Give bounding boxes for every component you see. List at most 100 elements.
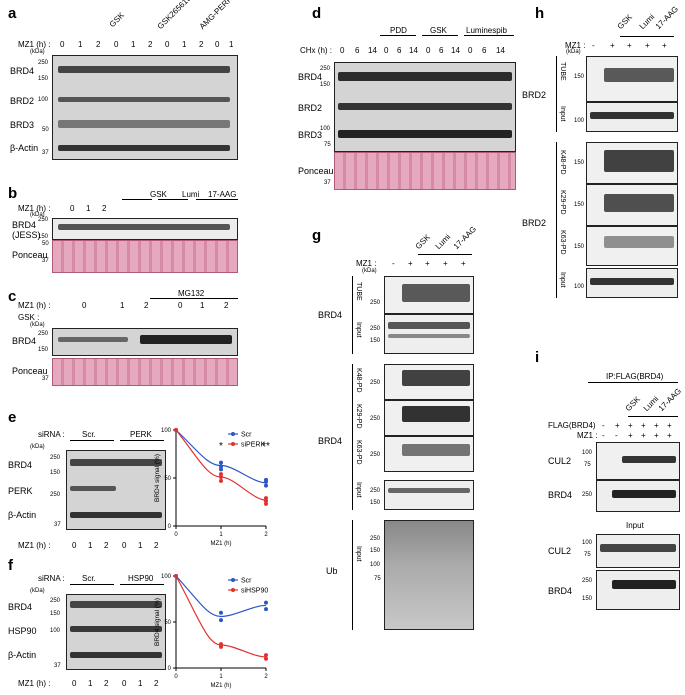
f-kda: (kDa) (30, 588, 45, 594)
g-m250b: 250 (370, 326, 381, 332)
g-ub-smear (384, 520, 474, 630)
i-m5: + (654, 431, 659, 440)
a-t2b: 2 (148, 40, 153, 49)
h-mz1-label: MZ1 : (565, 41, 586, 50)
i-17aag: 17-AAG (656, 386, 684, 413)
f-line-0 (175, 575, 267, 618)
f-point-1-1 (219, 642, 223, 647)
h-m150d: 150 (574, 244, 585, 250)
f-mz1-label: MZ1 (h) : (18, 679, 51, 688)
f-actin-label: β-Actin (8, 650, 37, 660)
g-input2-label: Input (355, 482, 362, 498)
c-t1b: 1 (200, 301, 205, 310)
h-line-treat (620, 36, 674, 37)
c-line-mg132 (150, 298, 238, 299)
h-brd2-label-1: BRD2 (522, 90, 547, 100)
g-bracket-1 (352, 276, 353, 354)
i-m250b: 250 (582, 578, 593, 584)
e-chart: 0 50 100 0 1 2 MZ1 (h) BRD4 signal (%) Scr siPERK… (154, 428, 270, 547)
e-point-1-3 (264, 501, 268, 506)
i-brd4-input-label: BRD4 (548, 586, 573, 596)
i-m1: - (602, 431, 605, 440)
h-input-band (590, 112, 674, 119)
g-k29-band (402, 406, 470, 422)
a-brd3-label: BRD3 (10, 120, 35, 130)
g-gsk: GSK (413, 232, 432, 251)
i-f1: - (602, 421, 605, 430)
e-scr: Scr. (82, 430, 96, 439)
i-f5: + (654, 421, 659, 430)
f-point-1-0 (219, 644, 223, 649)
a-m37: 37 (42, 150, 49, 156)
b-brd4-band (58, 224, 230, 230)
d-t6d: 6 (482, 46, 487, 55)
i-f6: + (667, 421, 672, 430)
g-input-label: Input (355, 322, 362, 338)
e-point-0-2 (219, 460, 223, 465)
f-hsp90-band (70, 626, 162, 632)
g-ub-input-label: Input (355, 546, 362, 562)
d-m37: 37 (324, 180, 331, 186)
a-brd4-label: BRD4 (10, 66, 35, 76)
g-m250f: 250 (370, 488, 381, 494)
i-cul2-band (622, 456, 676, 463)
g-tube-band (402, 284, 470, 302)
d-t0d: 0 (468, 46, 473, 55)
b-m250: 250 (38, 217, 49, 223)
g-input-band2 (388, 334, 470, 338)
g-tube-label: TUBE (355, 282, 362, 301)
g-input2-band (388, 488, 470, 493)
h-input2-label: Input (559, 272, 566, 288)
e-perk-band (70, 486, 116, 491)
b-brd4-label: BRD4 (12, 220, 37, 230)
f-xtick-label-1: 1 (219, 674, 223, 680)
c-t1: 1 (120, 301, 125, 310)
f-xtick-label-2: 2 (264, 674, 268, 680)
i-f2: + (615, 421, 620, 430)
f-m100: 100 (50, 628, 61, 634)
a-t0c: 0 (165, 40, 170, 49)
h-tube-band (604, 68, 674, 82)
d-t0b: 0 (384, 46, 389, 55)
f-point-0-2 (264, 607, 268, 612)
a-t2: 2 (96, 40, 101, 49)
d-group-luminespib: Luminespib (466, 26, 507, 35)
c-mz1-label: MZ1 (h) : (18, 301, 51, 310)
g-line-treat (418, 254, 472, 255)
e-t1b: 1 (138, 541, 143, 550)
c-t2: 2 (144, 301, 149, 310)
f-scr: Scr. (82, 574, 96, 583)
i-mz1-label: MZ1 : (577, 431, 598, 440)
e-actin-label: β-Actin (8, 510, 37, 520)
h-k29-label: K29-PD (559, 190, 566, 215)
h-m150b: 150 (574, 160, 585, 166)
f-point-0-0 (219, 618, 223, 623)
h-l1: - (592, 41, 595, 50)
h-l2: + (610, 41, 615, 50)
d-t14b: 14 (409, 46, 418, 55)
b-m50: 50 (42, 241, 49, 247)
g-l3: + (425, 259, 430, 268)
g-brd4-label-2: BRD4 (318, 436, 343, 446)
e-legend-dot-0 (231, 432, 235, 436)
b-17aag: 17-AAG (208, 190, 237, 199)
i-m100b: 100 (582, 540, 593, 546)
f-legend-dot-1 (231, 588, 235, 592)
h-bracket-2 (556, 142, 557, 298)
e-legend-dot-1 (231, 442, 235, 446)
b-m150: 150 (38, 234, 49, 240)
h-l4: + (645, 41, 650, 50)
d-brd2-band (338, 103, 512, 110)
f-ytick-label-1: 50 (164, 620, 171, 626)
b-lumi: Lumi (182, 190, 200, 199)
c-t2b: 2 (224, 301, 229, 310)
e-brd4-label: BRD4 (8, 460, 33, 470)
panel-label-h: h (535, 5, 545, 22)
panel-label-a: a (8, 5, 17, 22)
h-k63-band (604, 236, 674, 248)
f-start-point-1 (174, 574, 178, 578)
e-xtick-label-0: 0 (174, 532, 178, 538)
e-legend-label-1: siPERK (241, 442, 265, 449)
a-group-gsk: GSK (107, 10, 126, 29)
c-ponceau-label: Ponceau (12, 366, 48, 376)
